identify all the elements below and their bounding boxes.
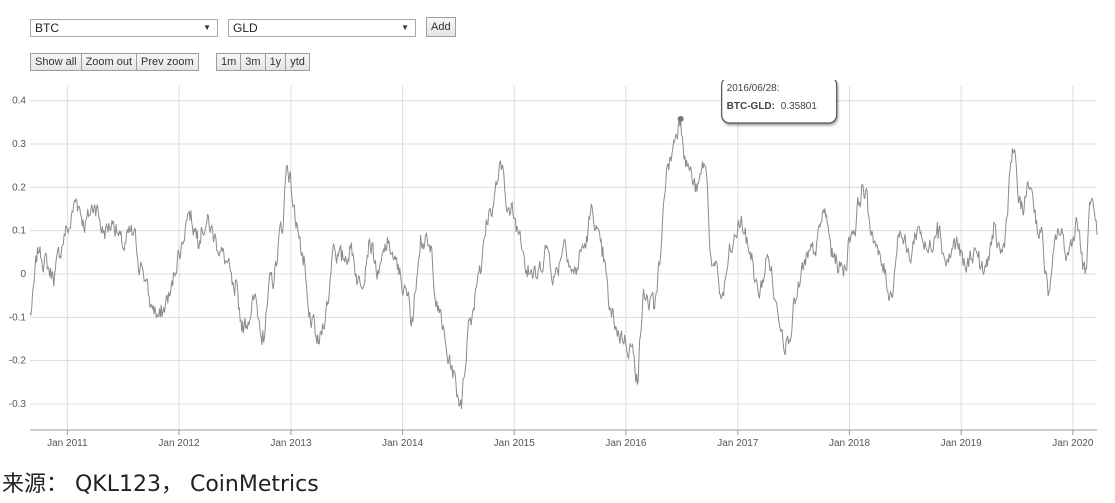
range-button-group: 1m 3m 1y ytd [216,53,310,71]
range-3m-button[interactable]: 3m [240,53,265,71]
y-tick-label: 0.3 [12,139,26,150]
x-tick-label: Jan 2015 [494,438,536,449]
x-tick-label: Jan 2020 [1052,438,1094,449]
zoom-out-button[interactable]: Zoom out [80,53,137,71]
tooltip-value: 0.35801 [781,101,818,112]
source-caption: 来源： QKL123， CoinMetrics [2,472,319,497]
asset-b-value: GLD [233,21,258,35]
x-tick-label: Jan 2013 [270,438,312,449]
range-ytd-button[interactable]: ytd [285,53,310,71]
y-tick-label: -0.1 [9,312,27,323]
chevron-down-icon: ▼ [401,23,409,32]
x-tick-label: Jan 2014 [382,438,424,449]
chart-grid [30,86,1097,430]
tooltip-point-marker [677,115,684,122]
x-tick-label: Jan 2019 [941,438,983,449]
chart-axes: 0.4 0.3 0.2 0.1 0 -0.1 -0.2 -0.3 Jan 2011 Jan 201… [9,96,1097,449]
y-tick-label: 0.2 [12,182,26,193]
y-tick-label: 0.1 [12,226,26,237]
chart-tooltip: 2016/06/28: BTC-GLD: 0.35801 [721,80,838,124]
asset-a-value: BTC [35,21,59,35]
x-tick-label: Jan 2012 [158,438,200,449]
chevron-down-icon: ▼ [203,23,211,32]
tooltip-value-line: BTC-GLD: 0.35801 [727,101,818,112]
tooltip-date: 2016/06/28: [727,83,780,94]
chart-series [29,115,1098,409]
show-all-button[interactable]: Show all [30,53,81,71]
y-tick-label: -0.2 [9,356,27,367]
tooltip-box [721,80,838,124]
tooltip-series-label: BTC-GLD: [727,101,775,112]
asset-a-select[interactable]: BTC ▼ [30,19,218,37]
x-tick-label: Jan 2018 [829,438,871,449]
asset-b-select[interactable]: GLD ▼ [228,19,416,37]
y-tick-label: -0.3 [9,399,27,410]
series-line [29,118,1098,409]
x-tick-label: Jan 2011 [47,438,88,449]
correlation-line-chart[interactable]: 0.4 0.3 0.2 0.1 0 -0.1 -0.2 -0.3 Jan 2011 Jan 201… [0,80,1115,460]
y-tick-label: 0.4 [12,96,26,107]
prev-zoom-button[interactable]: Prev zoom [136,53,199,71]
range-1y-button[interactable]: 1y [264,53,286,71]
range-1m-button[interactable]: 1m [216,53,241,71]
zoom-button-group: Show all Zoom out Prev zoom [30,53,199,71]
x-tick-label: Jan 2017 [717,438,759,449]
add-button[interactable]: Add [426,17,456,37]
x-tick-label: Jan 2016 [605,438,647,449]
y-tick-label: 0 [20,269,26,280]
